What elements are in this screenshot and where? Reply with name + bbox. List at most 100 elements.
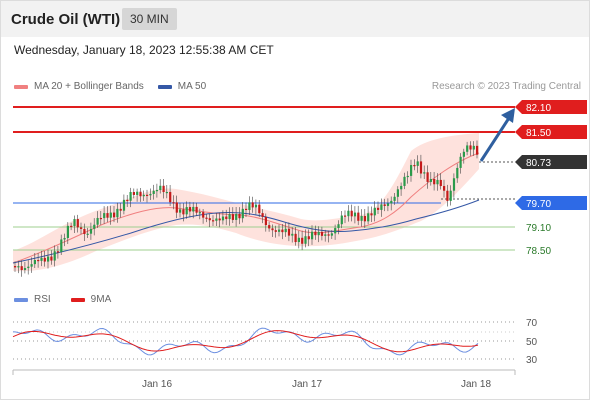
forecast-arrow-icon (501, 108, 515, 123)
candle-body (363, 215, 366, 222)
candle-body (370, 213, 373, 216)
candle-body (297, 237, 300, 243)
candle-body (377, 207, 380, 210)
candle-body (33, 259, 36, 265)
candle-body (284, 228, 287, 233)
candle-body (231, 214, 234, 220)
candle-body (317, 231, 320, 236)
candle-body (53, 251, 56, 261)
candle-body (50, 256, 53, 261)
rsi-swatch-icon (14, 297, 28, 302)
candle-body (152, 190, 155, 194)
candle-body (271, 228, 274, 231)
candle-body (360, 215, 363, 221)
candle-body (314, 231, 317, 236)
candle-body (334, 228, 337, 234)
candle-body (47, 256, 50, 262)
candle-body (30, 264, 33, 267)
candle-body (225, 216, 228, 220)
candle-body (419, 161, 423, 174)
candle-body (436, 179, 439, 185)
candle-body (221, 216, 225, 221)
candle-body (433, 179, 436, 185)
candle-body (202, 212, 205, 218)
candle-body (251, 202, 254, 208)
ma50-line (12, 199, 480, 264)
main-legend: MA 20 + Bollinger Bands MA 50 (14, 81, 206, 92)
candle-body (149, 193, 152, 196)
rsi-tick-70: 70 (526, 318, 538, 329)
candle-body (337, 224, 340, 229)
candle-body (406, 175, 409, 178)
ma9-swatch-icon (70, 297, 85, 302)
svg-text:79.70: 79.70 (526, 199, 551, 210)
candle-body (403, 176, 406, 186)
ma9-legend-label: 9MA (90, 294, 112, 305)
candle-body (357, 212, 360, 221)
candle-body (261, 213, 264, 217)
candle-body (235, 214, 238, 220)
candle-body (459, 156, 462, 168)
candle-body (218, 218, 221, 221)
candle-body (344, 215, 347, 217)
candle-body (14, 266, 17, 268)
candle-body (469, 145, 472, 150)
ma20-swatch-icon (14, 84, 28, 89)
candle-body (80, 227, 83, 229)
candle-body (456, 167, 459, 179)
candle-body (324, 234, 327, 236)
candle-body (89, 228, 93, 234)
candle-body (278, 229, 281, 232)
candle-body (307, 236, 310, 240)
instrument-title: Crude Oil (WTI) (11, 11, 121, 28)
candle-body (248, 202, 251, 210)
candle-body (99, 217, 102, 220)
candle-body (17, 266, 20, 268)
candle-body (472, 145, 475, 150)
candle-body (466, 145, 469, 152)
candle-body (452, 178, 456, 191)
candle-body (76, 219, 79, 228)
candle-body (301, 237, 304, 244)
timeframe-badge[interactable]: 30 MIN (122, 8, 177, 30)
candle-body (60, 239, 63, 252)
candle-body (20, 266, 23, 271)
candle-body (23, 268, 27, 271)
level-label-78-50: 78.50 (526, 246, 551, 257)
bollinger-band (13, 133, 479, 272)
candle-body (446, 190, 449, 201)
candle-body (155, 190, 159, 192)
level-label-81-50: 81.50 (515, 125, 587, 139)
candle-body (146, 194, 149, 196)
candle-body (126, 199, 129, 202)
level-label-79-10: 79.10 (526, 223, 551, 234)
svg-text:80.73: 80.73 (526, 158, 551, 169)
candle-body (393, 196, 396, 201)
candle-body (27, 266, 30, 269)
x-tick-jan17: Jan 17 (292, 379, 322, 390)
candle-body (109, 212, 112, 218)
candle-body (129, 192, 132, 201)
candle-body (165, 191, 168, 194)
candle-body (86, 233, 89, 235)
candle-body (139, 191, 142, 197)
svg-text:82.10: 82.10 (526, 103, 551, 114)
candle-body (63, 237, 66, 240)
candle-body (254, 204, 258, 208)
candle-body (294, 233, 297, 243)
candle-body (192, 206, 195, 212)
candle-body (396, 189, 399, 197)
candle-body (43, 257, 46, 262)
candle-body (73, 219, 76, 226)
candle-body (96, 217, 99, 225)
rsi-tick-30: 30 (526, 355, 538, 366)
x-tick-jan16: Jan 16 (142, 379, 172, 390)
ma20-legend-label: MA 20 + Bollinger Bands (34, 81, 144, 92)
candle-body (304, 236, 307, 244)
ma50-legend-label: MA 50 (177, 81, 207, 92)
candle-body (287, 228, 291, 236)
candle-body (83, 228, 86, 235)
candle-body (162, 185, 165, 193)
candle-body (439, 179, 442, 187)
